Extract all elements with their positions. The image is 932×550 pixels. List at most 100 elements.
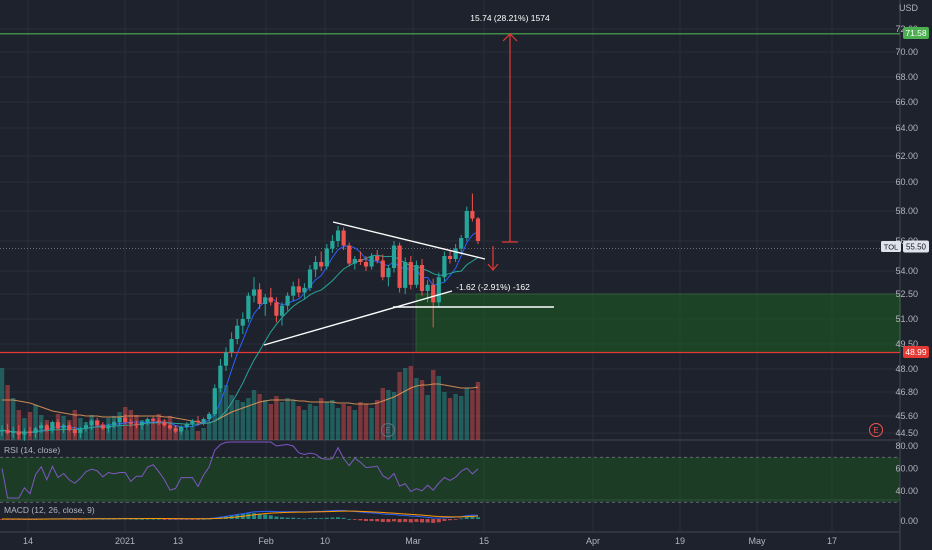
macd-histogram-bar xyxy=(408,519,413,523)
candle xyxy=(319,251,324,271)
candle-body xyxy=(123,417,128,423)
candle-body xyxy=(335,230,341,241)
candle-body xyxy=(27,431,33,433)
candle-body xyxy=(307,269,313,288)
wedge-upper-line xyxy=(332,221,486,260)
candle-body xyxy=(431,284,436,303)
candle-body xyxy=(330,241,335,249)
macd-histogram-bar xyxy=(280,517,284,519)
last-price-tag[interactable]: TOL 55.50 xyxy=(881,240,929,253)
candle xyxy=(179,425,184,435)
volume-bar xyxy=(436,376,441,440)
candle-body xyxy=(313,262,318,270)
candle-body xyxy=(162,422,167,426)
price-tick-label: 60.00 xyxy=(895,177,918,187)
price-tick-label: 46.80 xyxy=(895,387,918,397)
candle-body xyxy=(207,414,212,420)
candle-body xyxy=(39,425,44,429)
macd-histogram-bar xyxy=(364,519,368,521)
rsi-pane[interactable] xyxy=(0,441,900,503)
candle-body xyxy=(33,428,38,433)
target-measure-label: 15.74 (28.21%) 1574 xyxy=(470,13,550,23)
price-tick-label: 64.00 xyxy=(895,123,918,133)
volume-bar xyxy=(470,390,475,440)
price-tick-label: 44.50 xyxy=(895,428,918,438)
candle xyxy=(83,422,89,432)
candle xyxy=(61,423,66,433)
macd-pane[interactable] xyxy=(0,509,480,523)
candle-body xyxy=(167,425,173,429)
price-axis[interactable]: 72.0070.0068.0066.0064.0062.0060.0058.00… xyxy=(895,24,918,526)
earnings-marker[interactable]: E xyxy=(869,423,883,437)
candle-body xyxy=(436,277,441,303)
target-zone xyxy=(0,33,901,354)
candle xyxy=(5,423,10,435)
volume-bar xyxy=(347,406,352,440)
macd-histogram-bar xyxy=(263,514,268,519)
candle xyxy=(291,281,296,301)
candle xyxy=(302,283,307,299)
macd-histogram-bar xyxy=(336,517,340,519)
volume-bar xyxy=(268,404,273,440)
candle-body xyxy=(145,419,150,423)
macd-histogram-bar xyxy=(201,518,206,520)
candle-body xyxy=(386,268,391,278)
candle xyxy=(257,283,262,309)
volume-bar xyxy=(33,405,38,440)
macd-histogram-bar xyxy=(420,519,424,523)
macd-histogram-bar xyxy=(313,517,318,519)
support-price-label: 48.99 xyxy=(905,347,927,357)
rsi-tick-label: 40.00 xyxy=(895,486,918,496)
volume-bar xyxy=(72,410,77,440)
earnings-marker-past-label: E xyxy=(385,426,390,435)
price-tick-label: 45.60 xyxy=(895,411,918,421)
candle-body xyxy=(470,211,475,219)
volume-bar xyxy=(246,398,251,440)
earnings-marker-past[interactable]: E xyxy=(381,423,395,437)
macd-tick-label: 0.00 xyxy=(900,516,918,526)
candle-body xyxy=(229,339,234,353)
candle xyxy=(397,242,402,293)
candle xyxy=(369,253,374,270)
time-tick-label: Apr xyxy=(586,536,600,546)
candle-body xyxy=(100,425,105,429)
candle-body xyxy=(391,245,397,268)
price-tick-label: 48.00 xyxy=(895,364,918,374)
macd-histogram-bar xyxy=(246,513,251,519)
candle-body xyxy=(414,265,419,285)
macd-histogram-bar xyxy=(128,518,133,520)
time-tick-label: 15 xyxy=(479,536,489,546)
candlesticks[interactable] xyxy=(0,193,481,441)
time-tick-label: 10 xyxy=(320,536,330,546)
resistance-price-tag[interactable]: 71.58 xyxy=(903,27,929,39)
macd-histogram-bar xyxy=(184,519,189,520)
price-tick-label: 51.00 xyxy=(895,314,918,324)
rsi-tick-label: 80.00 xyxy=(895,441,918,451)
macd-histogram-bar xyxy=(459,518,464,520)
candle xyxy=(39,422,44,433)
candle xyxy=(223,347,229,371)
candle-body xyxy=(11,431,16,433)
candle-body xyxy=(369,256,374,267)
candle-body xyxy=(173,428,178,432)
macd-histogram-bar xyxy=(190,519,195,520)
macd-histogram-bar xyxy=(464,517,469,519)
drop-arrow-head xyxy=(487,263,499,271)
volume-bar xyxy=(324,402,329,440)
support-price-tag[interactable]: 48.99 xyxy=(903,346,929,358)
candle xyxy=(251,277,257,303)
candle xyxy=(442,251,447,282)
volume-bar xyxy=(291,400,296,440)
candle xyxy=(33,426,38,438)
candle-body xyxy=(419,265,425,291)
candle-body xyxy=(257,289,262,304)
candle xyxy=(313,256,318,278)
volume-bar xyxy=(391,392,397,440)
time-axis[interactable]: 14 2021 13 Feb 10 Mar 15 Apr 19 May 17 xyxy=(23,536,837,546)
candle-body xyxy=(0,429,5,432)
candle xyxy=(330,235,335,253)
time-tick-label: May xyxy=(748,536,766,546)
drawings[interactable] xyxy=(263,33,554,346)
